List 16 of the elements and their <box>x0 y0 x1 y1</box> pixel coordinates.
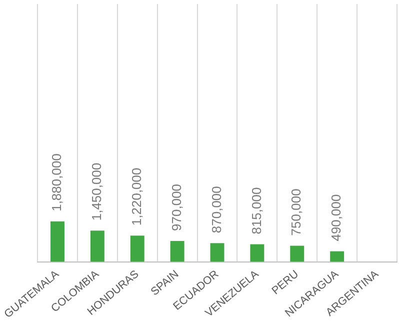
bar <box>170 240 184 262</box>
bar <box>250 244 264 262</box>
data-label: 1,880,000 <box>49 154 64 212</box>
bar <box>290 246 304 262</box>
bar <box>50 221 64 262</box>
data-label: 970,000 <box>168 184 184 231</box>
data-label: 750,000 <box>288 188 304 236</box>
data-label: 1,220,000 <box>128 168 144 226</box>
bar <box>330 251 344 262</box>
data-label: 870,000 <box>208 186 224 234</box>
data-label: 815,000 <box>248 187 264 234</box>
bar <box>130 236 144 262</box>
data-label: 1,450,000 <box>88 162 104 221</box>
data-label: 490,000 <box>328 194 344 242</box>
bar <box>210 243 224 262</box>
bar <box>90 230 104 262</box>
